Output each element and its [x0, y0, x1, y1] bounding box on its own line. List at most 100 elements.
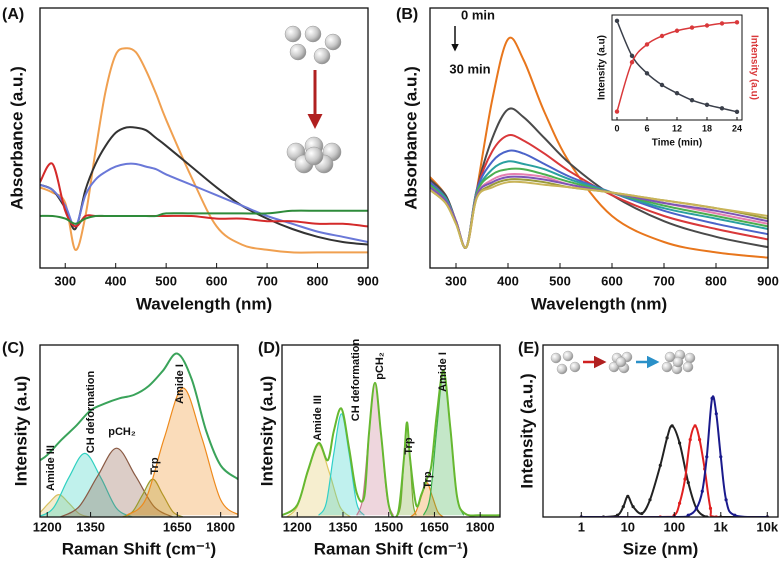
line: [40, 209, 368, 225]
point: [621, 505, 625, 509]
y-axis-label: Intensity (a.u.): [517, 373, 536, 488]
point: [644, 42, 650, 47]
point: [694, 506, 699, 510]
x-tick-label: 900: [757, 273, 779, 288]
x-tick-label: 700: [256, 273, 278, 288]
point: [734, 20, 740, 25]
y-axis-label: Intensity (a.u): [597, 35, 608, 100]
point: [693, 424, 697, 428]
point: [719, 455, 723, 459]
point: [686, 513, 690, 517]
panel-label: (B): [396, 6, 418, 23]
x-tick-label: 1: [578, 519, 585, 534]
point: [719, 106, 725, 111]
x-axis-label: Wavelength (nm): [136, 294, 272, 313]
line: [40, 352, 238, 480]
line: [581, 395, 768, 517]
point: [659, 33, 665, 39]
x-tick-label: 1650: [163, 519, 192, 534]
x-tick-label: 1k: [714, 519, 729, 534]
x-tick-label: 10: [621, 519, 635, 534]
plot-area: [282, 369, 500, 517]
x-tick-label: 300: [445, 273, 467, 288]
point: [626, 494, 630, 498]
point: [670, 424, 674, 428]
x-tick-label: 6: [644, 123, 649, 133]
peak: [318, 413, 365, 516]
axes-frame: [39, 7, 369, 269]
x-tick-label: 400: [497, 273, 519, 288]
peak: [40, 452, 133, 517]
axes-frame: [281, 344, 501, 518]
schematic-e: [550, 349, 696, 375]
point: [648, 498, 652, 502]
x-tick-label: 400: [105, 273, 127, 288]
x-tick-label: 10k: [756, 519, 778, 534]
line: [282, 369, 500, 517]
x-tick-label: 1350: [329, 519, 358, 534]
point: [659, 82, 665, 88]
point: [629, 60, 635, 65]
x-tick-label: 600: [601, 273, 623, 288]
point: [644, 71, 650, 76]
x-tick-label: 100: [663, 519, 685, 534]
axes-frame: [429, 7, 769, 269]
point: [705, 455, 709, 459]
annotation: Amide III: [312, 395, 324, 441]
plot-area: [40, 352, 238, 517]
annotation: Trp: [422, 471, 434, 488]
point: [704, 102, 710, 108]
point: [631, 505, 635, 509]
point: [674, 28, 680, 33]
panel-label: (A): [2, 6, 24, 23]
x-tick-label: 300: [54, 273, 76, 288]
x-tick-label: 1500: [374, 519, 403, 534]
x-axis-label: Raman Shift (cm⁻¹): [314, 539, 468, 558]
point: [708, 506, 713, 510]
axes-frame: [39, 344, 239, 518]
point: [734, 109, 740, 115]
point: [674, 90, 680, 96]
x-tick-label: 1200: [283, 519, 312, 534]
annotation: CH deformation: [85, 370, 97, 453]
point: [683, 477, 687, 481]
annotation: Trp: [403, 437, 415, 454]
annotation: CH deformation: [350, 338, 362, 421]
x-tick-label: 600: [206, 273, 228, 288]
x-tick-label: 800: [307, 273, 329, 288]
plot-area: [40, 47, 368, 254]
data-layer: [39, 7, 779, 518]
point: [686, 481, 690, 485]
x-tick-label: 500: [549, 273, 571, 288]
point: [724, 498, 728, 502]
panel-label: (D): [258, 340, 280, 357]
point: [704, 23, 710, 28]
point: [719, 21, 725, 26]
x-tick-label: 1350: [76, 519, 105, 534]
x-tick-label: 800: [705, 273, 727, 288]
x-tick-label: 1800: [466, 519, 495, 534]
y-axis-label: Absorbance (a.u.): [401, 66, 420, 210]
point: [677, 441, 682, 445]
point: [677, 501, 682, 505]
point: [689, 97, 695, 103]
x-tick-label: 500: [155, 273, 177, 288]
peak: [126, 387, 238, 516]
peak: [409, 482, 444, 517]
x-tick-label: 1800: [206, 519, 235, 534]
point: [629, 53, 635, 59]
panel-label: (C): [2, 340, 24, 357]
panel-label: (E): [518, 340, 539, 357]
point: [700, 489, 704, 493]
x-tick-label: 700: [653, 273, 675, 288]
x-tick-label: 18: [702, 123, 712, 133]
plot-area: [579, 395, 769, 517]
x-tick-label: 1650: [420, 519, 449, 534]
x-tick-label: 1200: [33, 519, 62, 534]
x-axis-label: Size (nm): [623, 539, 699, 558]
peak: [59, 447, 174, 517]
point: [714, 412, 718, 416]
annotation: 0 min: [461, 7, 495, 22]
point: [733, 513, 737, 517]
